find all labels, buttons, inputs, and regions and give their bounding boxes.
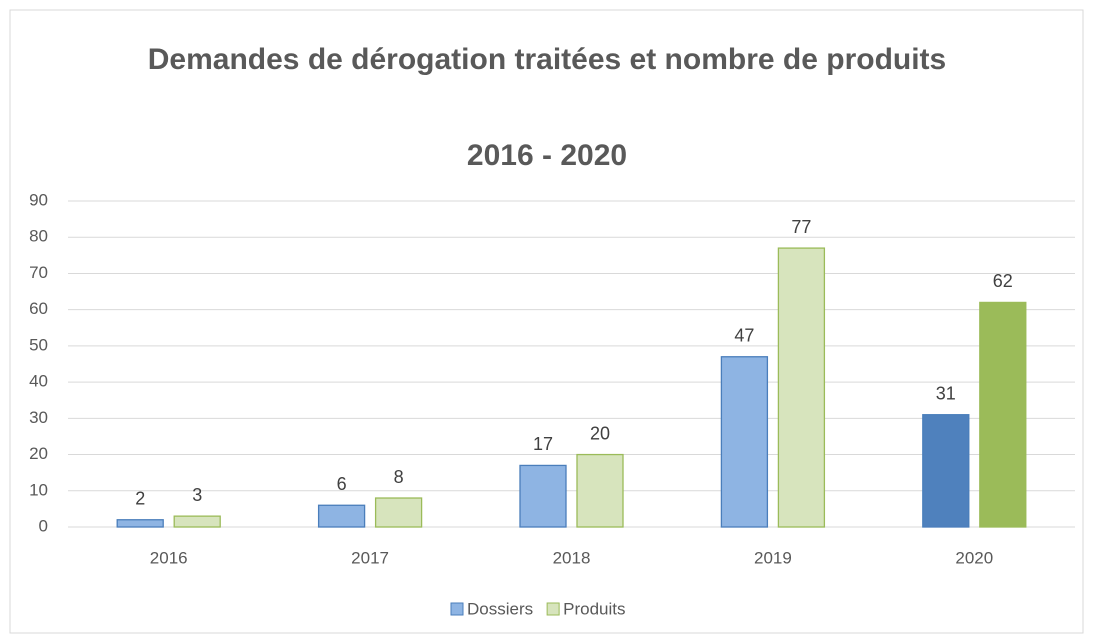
bar [979,301,1027,528]
legend-swatch [546,602,560,616]
bar [116,519,164,528]
legend-label: Dossiers [467,599,533,618]
y-tick-label: 0 [39,516,48,535]
x-tick-label: 2017 [351,548,389,567]
bar [317,504,366,528]
chart-border [9,9,1084,634]
chart-subtitle: 2016 - 2020 [466,139,628,172]
bar [576,453,624,528]
data-label: 20 [590,423,610,443]
bar [173,515,221,528]
data-label: 31 [936,383,956,403]
y-tick-label: 40 [29,372,48,391]
bar [374,497,423,528]
data-label: 77 [791,217,811,237]
bar [720,356,769,528]
y-tick-label: 60 [29,299,48,318]
y-tick-label: 50 [29,335,48,354]
x-tick-label: 2016 [150,548,188,567]
data-label: 2 [135,489,145,509]
data-label: 8 [394,467,404,487]
legend-label: Produits [563,599,625,618]
data-label: 47 [734,326,754,346]
data-label: 6 [337,474,347,494]
bar [777,247,826,528]
y-tick-label: 30 [29,408,48,427]
y-tick-label: 80 [29,227,48,246]
x-tick-label: 2019 [754,548,792,567]
bar [519,464,567,528]
y-tick-label: 10 [29,480,48,499]
x-tick-label: 2018 [553,548,591,567]
y-tick-label: 90 [29,190,48,209]
data-label: 62 [993,271,1013,291]
y-tick-label: 20 [29,444,48,463]
data-label: 17 [533,434,553,454]
chart-title: Demandes de dérogation traitées et nombr… [147,43,947,76]
x-tick-label: 2020 [955,548,993,567]
data-label: 3 [192,485,202,505]
legend-swatch [450,602,464,616]
y-tick-label: 70 [29,263,48,282]
bar [922,414,970,528]
